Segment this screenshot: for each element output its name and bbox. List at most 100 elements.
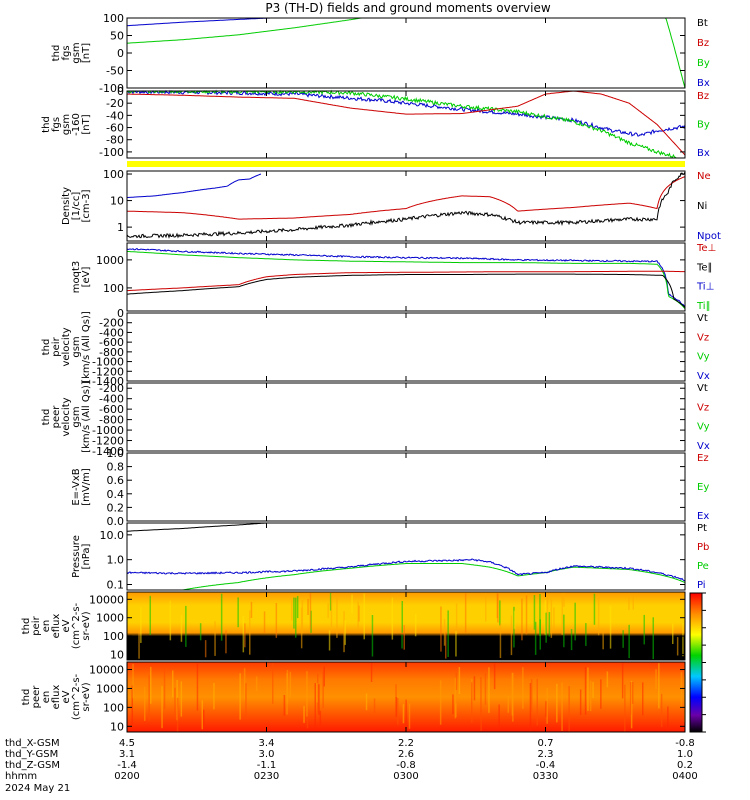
spectrogram-streak <box>314 683 316 728</box>
y-tick-label: -40 <box>106 109 124 122</box>
spectrogram-streak <box>403 625 405 650</box>
ephemeris-value: 0200 <box>114 771 139 782</box>
spectrogram-streak <box>485 593 487 622</box>
spectrogram-streak <box>319 710 322 726</box>
legend-entry: Pt <box>697 523 707 534</box>
spectrogram-streak <box>584 667 587 715</box>
ephemeris-value: 1.0 <box>677 749 693 760</box>
y-tick-label: 0 <box>117 307 124 320</box>
spectrogram-streak <box>454 677 457 719</box>
chart-title: P3 (TH-D) fields and ground moments over… <box>265 1 550 15</box>
spectrogram-streak <box>401 601 403 633</box>
spectrogram-streak <box>499 600 501 626</box>
spectrogram-streak <box>239 673 241 720</box>
spectrogram-streak <box>507 695 509 713</box>
y-axis-label: (cm^2-s- <box>71 602 82 649</box>
y-tick-label: 1.0 <box>107 447 125 460</box>
series-ti-line <box>126 247 686 309</box>
spectrogram-streak <box>445 632 447 659</box>
ephemeris-label: thd_X-GSM <box>5 738 60 749</box>
spectrogram-streak <box>250 601 253 618</box>
spectrogram-streak <box>275 603 278 638</box>
spectrogram-streak <box>296 595 299 619</box>
ephemeris-value: 0.2 <box>677 760 693 771</box>
spectrogram-streak <box>510 615 513 656</box>
spectrogram-streak <box>455 603 458 634</box>
spectrogram-streak <box>148 675 150 722</box>
legend-entry: Ni <box>697 201 707 212</box>
panel-frame <box>126 312 686 382</box>
panel-ion-velocity: 0-200-400-600-800-1000-1200-1400 thd peir v… <box>41 307 710 388</box>
y-tick-label: -200 <box>99 317 124 330</box>
spectrogram-streak <box>546 593 549 628</box>
spectrogram-streak <box>201 700 203 730</box>
spectrogram-streak <box>511 673 514 716</box>
spectrogram-streak <box>263 611 266 633</box>
spectrogram-streak <box>600 679 602 709</box>
series-ti-line <box>126 250 686 310</box>
y-tick-label: 10000 <box>89 593 124 606</box>
spectrogram-streak <box>397 698 399 725</box>
spectrogram-streak <box>447 610 449 657</box>
y-axis-label: eflux <box>51 685 62 710</box>
panel-ion-spectrogram: 10000 1000 100 10 thd peir en eflux eV (cm^2-s-sr… <box>21 591 686 661</box>
y-axis-label: sr-eV) <box>81 611 92 640</box>
ephemeris-value: 2.6 <box>398 749 414 760</box>
spectrogram-streak <box>488 667 490 713</box>
spectrogram-streak <box>405 699 407 729</box>
legend-entry: Pe <box>697 561 709 572</box>
ephemeris-value: 0330 <box>533 771 558 782</box>
y-axis-label: peir <box>31 615 42 635</box>
spectrogram-streak <box>149 595 151 635</box>
y-axis-label: [nPa] <box>81 543 92 569</box>
spectrogram-streak <box>402 704 405 724</box>
series-pe-line <box>127 563 686 591</box>
y-tick-label: 0.4 <box>107 488 125 501</box>
spectrogram-streak <box>242 616 245 653</box>
y-axis-label: thd <box>41 339 52 356</box>
legend-entry: Vy <box>697 352 710 363</box>
spectrogram-streak <box>574 602 576 641</box>
colorbar <box>689 592 706 733</box>
legend-entry: Vz <box>697 402 709 413</box>
y-tick-label: -1400 <box>92 375 124 388</box>
spectrogram-streak <box>169 600 172 641</box>
spectrogram-streak <box>439 680 442 725</box>
spectrogram-streak <box>249 610 251 655</box>
y-axis-label: gsm <box>71 336 82 357</box>
legend-entry: Vy <box>697 422 710 433</box>
y-axis-label: en <box>41 691 52 704</box>
spectrogram-streak <box>163 665 166 710</box>
spectrogram-streak <box>255 676 258 691</box>
spectrogram-streak <box>351 594 353 614</box>
ephemeris-value: 3.4 <box>259 738 275 749</box>
spectrogram-streak <box>563 592 565 607</box>
spectrogram-streak <box>185 605 187 647</box>
spectrogram-streak <box>306 712 309 729</box>
spectrogram-streak <box>213 682 215 710</box>
y-axis-label: [nT] <box>81 43 92 63</box>
y-tick-label: -80 <box>106 134 124 147</box>
spectrogram-streak <box>225 630 227 654</box>
series-ni-line <box>126 171 686 239</box>
y-axis-label: velocity <box>61 397 72 436</box>
spectrogram-image <box>127 592 685 660</box>
spectrogram-streak <box>343 611 345 653</box>
y-tick-label: -1200 <box>92 435 124 448</box>
legend-entry: Te⊥ <box>696 243 716 254</box>
y-axis-label: eV <box>61 619 72 632</box>
y-axis-label: gsm <box>71 406 82 427</box>
y-axis-label: velocity <box>61 327 72 366</box>
spectrogram-streak <box>628 624 630 659</box>
spectrogram-streak <box>593 593 596 625</box>
spectrogram-streak <box>336 595 338 638</box>
spectrogram-streak <box>458 667 461 694</box>
spectrogram-streak <box>140 607 142 643</box>
spectrogram-streak <box>440 606 442 652</box>
spectrogram-streak <box>455 703 457 718</box>
spectrogram-streak <box>529 683 532 732</box>
spectrogram-streak <box>570 629 573 651</box>
ephemeris-value: -0.8 <box>396 760 416 771</box>
spectrogram-streak <box>522 667 524 709</box>
